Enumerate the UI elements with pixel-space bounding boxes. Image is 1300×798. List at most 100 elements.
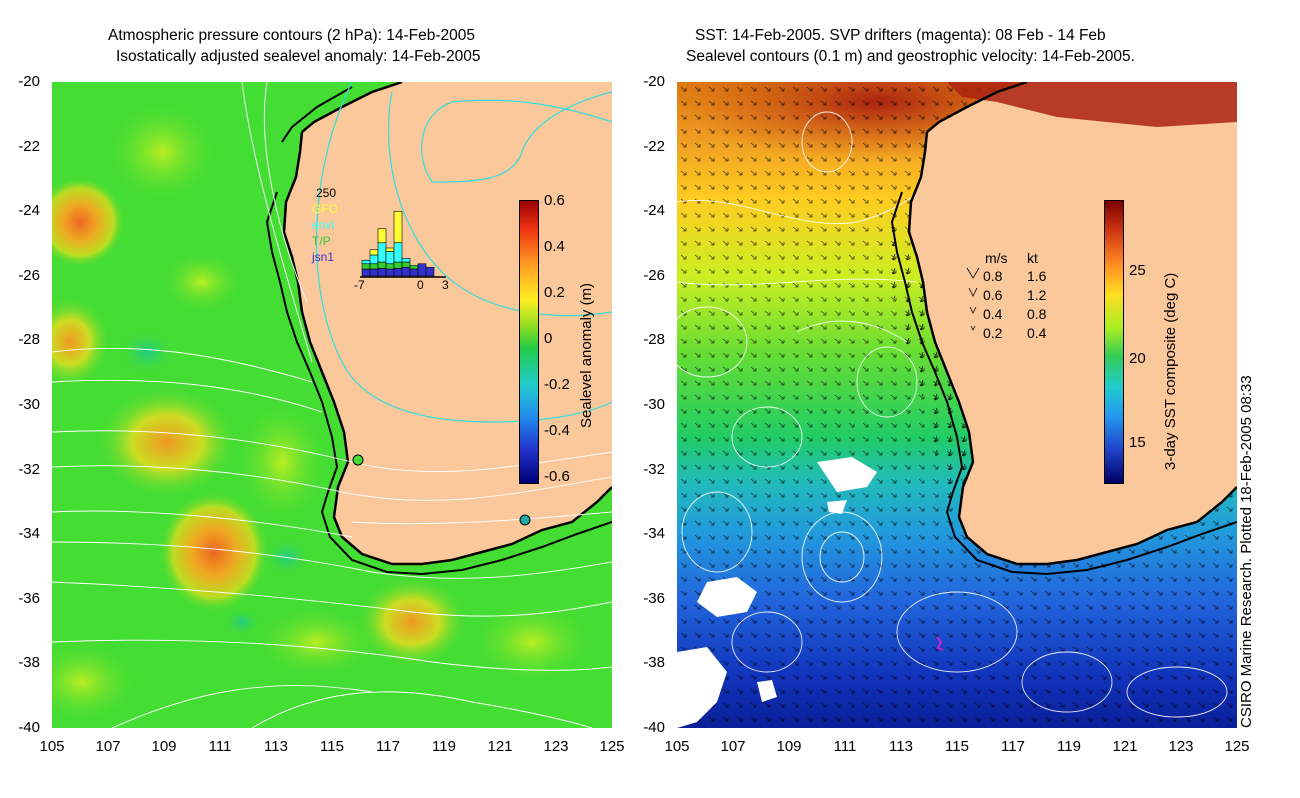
left-y-tick-5: -30	[18, 396, 40, 413]
inset-legend-gfo: GFO	[312, 202, 338, 216]
inset-legend-tp: T/P	[312, 234, 331, 248]
left-x-tick-6: 117	[376, 738, 400, 755]
velocity-legend-kt-1: 1.2	[1027, 287, 1047, 303]
right-x-tick-7: 119	[1057, 738, 1081, 755]
inset-bar-jsn1--6	[369, 268, 379, 277]
right-y-tick-0: -20	[643, 73, 665, 90]
left-y-tick-7: -34	[18, 525, 40, 543]
inset-bar-tp--2	[401, 261, 411, 268]
left-x-tick-4: 113	[264, 738, 288, 755]
right-x-tick-5: 115	[945, 738, 969, 755]
cyan-contour-2	[387, 91, 612, 317]
left-x-tick-9: 123	[543, 738, 569, 755]
left-y-tick-8: -36	[18, 589, 40, 607]
left-cbar-tick: -0.2	[544, 376, 570, 393]
left-x-tick-8: 121	[487, 738, 513, 755]
inset-bar-jsn1--7	[361, 268, 371, 277]
cyan-contour-3	[421, 91, 612, 183]
velocity-legend-ms-1: 0.6	[983, 287, 1003, 303]
right-cbar-tick: 15	[1129, 434, 1146, 451]
right-y-tick-7: -34	[643, 525, 665, 543]
right-y-tick-4: -28	[643, 331, 665, 349]
velocity-legend-ms-3: 0.2	[983, 325, 1003, 341]
velocity-legend-kt-0: 1.6	[1027, 268, 1047, 284]
velocity-legend-arrows	[966, 267, 980, 331]
left-cbar-tick: -0.6	[544, 468, 570, 485]
inset-bar-envi--2	[401, 258, 411, 263]
inset-bar-jsn1--4	[385, 268, 395, 277]
left-x-tick-10: 125	[599, 738, 625, 755]
velocity-legend: m/s kt 0.8 1.6 0.6 1.2 0.4 0.8 0.2 0.4	[957, 250, 1077, 350]
inset-bar-jsn1-0	[417, 263, 427, 277]
velocity-legend-kt-2: 0.8	[1027, 306, 1047, 322]
sealevel-colorbar	[519, 200, 539, 484]
right-y-tick-3: -26	[643, 266, 665, 284]
velocity-legend-ms-2: 0.4	[983, 306, 1003, 322]
left-title-line1: Atmospheric pressure contours (2 hPa): 1…	[108, 27, 476, 44]
right-y-tick-6: -32	[643, 460, 665, 478]
anomaly-patches	[52, 102, 592, 722]
sealevel-map-svg	[52, 82, 612, 728]
right-x-tick-10: 125	[1224, 738, 1250, 755]
svp-drifter-track	[936, 636, 944, 651]
left-x-tick-1: 107	[95, 738, 121, 755]
velocity-legend-kt-header: kt	[1027, 250, 1038, 266]
inset-bar-chart	[360, 210, 446, 278]
inset-bar-gfo--4	[385, 247, 395, 252]
inset-legend-jsn1: jsn1	[312, 250, 335, 264]
inset-bar-jsn1--1	[409, 268, 419, 277]
left-y-tick-1: -22	[18, 137, 40, 155]
right-cbar-tick: 25	[1129, 262, 1146, 279]
right-x-tick-6: 117	[1001, 738, 1025, 755]
station-marker-2	[519, 514, 531, 526]
australia-land	[909, 82, 1237, 564]
pressure-contours	[52, 82, 612, 728]
left-cbar-tick: 0	[544, 330, 553, 347]
velocity-legend-ms-0: 0.8	[983, 268, 1003, 284]
inset-bar-envi--4	[385, 251, 395, 265]
left-x-tick-5: 115	[320, 738, 344, 755]
cloud-mask	[677, 457, 877, 728]
inset-bar-tp--4	[385, 263, 395, 270]
velocity-legend-kt-3: 0.4	[1027, 325, 1047, 341]
right-x-tick-0: 105	[664, 738, 690, 755]
right-y-tick-2: -24	[643, 202, 665, 220]
shelf-contour	[265, 86, 612, 576]
left-y-tick-6: -32	[18, 460, 40, 478]
sealevel-anomaly-map: 250 GFO envi T/P jsn1 -7 0 3	[52, 82, 612, 728]
sst-map-svg	[677, 82, 1237, 728]
inset-bar-tp--6	[369, 263, 379, 270]
inset-bar-tp--7	[361, 263, 371, 270]
inset-x-label-start: -7	[354, 278, 365, 292]
left-colorbar-title: Sealevel anomaly (m)	[578, 282, 595, 428]
left-y-tick-3: -26	[18, 266, 40, 284]
left-x-tick-2: 109	[151, 738, 177, 755]
right-title-line2: Sealevel contours (0.1 m) and geostrophi…	[686, 48, 1135, 65]
right-title-line1: SST: 14-Feb-2005. SVP drifters (magenta)…	[695, 27, 1106, 44]
right-y-tick-8: -36	[643, 589, 665, 607]
inset-x-label-end: 3	[442, 278, 449, 292]
pilbara-warm-land	[947, 82, 1237, 127]
sst-map: m/s kt 0.8 1.6 0.6 1.2 0.4 0.8 0.2 0.4	[677, 82, 1237, 728]
right-y-tick-5: -30	[643, 396, 665, 413]
left-y-tick-9: -38	[18, 654, 40, 672]
left-cbar-tick: 0.4	[544, 238, 565, 255]
inset-bar-envi--6	[369, 254, 379, 265]
inset-bar-envi--7	[361, 259, 371, 265]
left-cbar-tick: 0.2	[544, 284, 565, 301]
left-cbar-tick: 0.6	[544, 192, 565, 209]
cyan-contour-1	[315, 82, 612, 423]
right-x-tick-9: 123	[1168, 738, 1194, 755]
inset-x-label-zero: 0	[417, 278, 424, 292]
right-y-tick-1: -22	[643, 137, 665, 155]
inset-bar-gfo--5	[377, 228, 387, 244]
right-x-tick-4: 113	[889, 738, 913, 755]
inset-bar-tp--1	[409, 265, 419, 270]
shelf-arrows	[887, 222, 973, 502]
left-y-tick-2: -24	[18, 202, 40, 220]
inset-ymax-label: 250	[316, 186, 337, 200]
inset-bar-tp--5	[377, 261, 387, 269]
right-y-tick-9: -38	[643, 654, 665, 672]
right-x-tick-1: 107	[720, 738, 746, 755]
left-x-tick-3: 111	[208, 738, 232, 755]
